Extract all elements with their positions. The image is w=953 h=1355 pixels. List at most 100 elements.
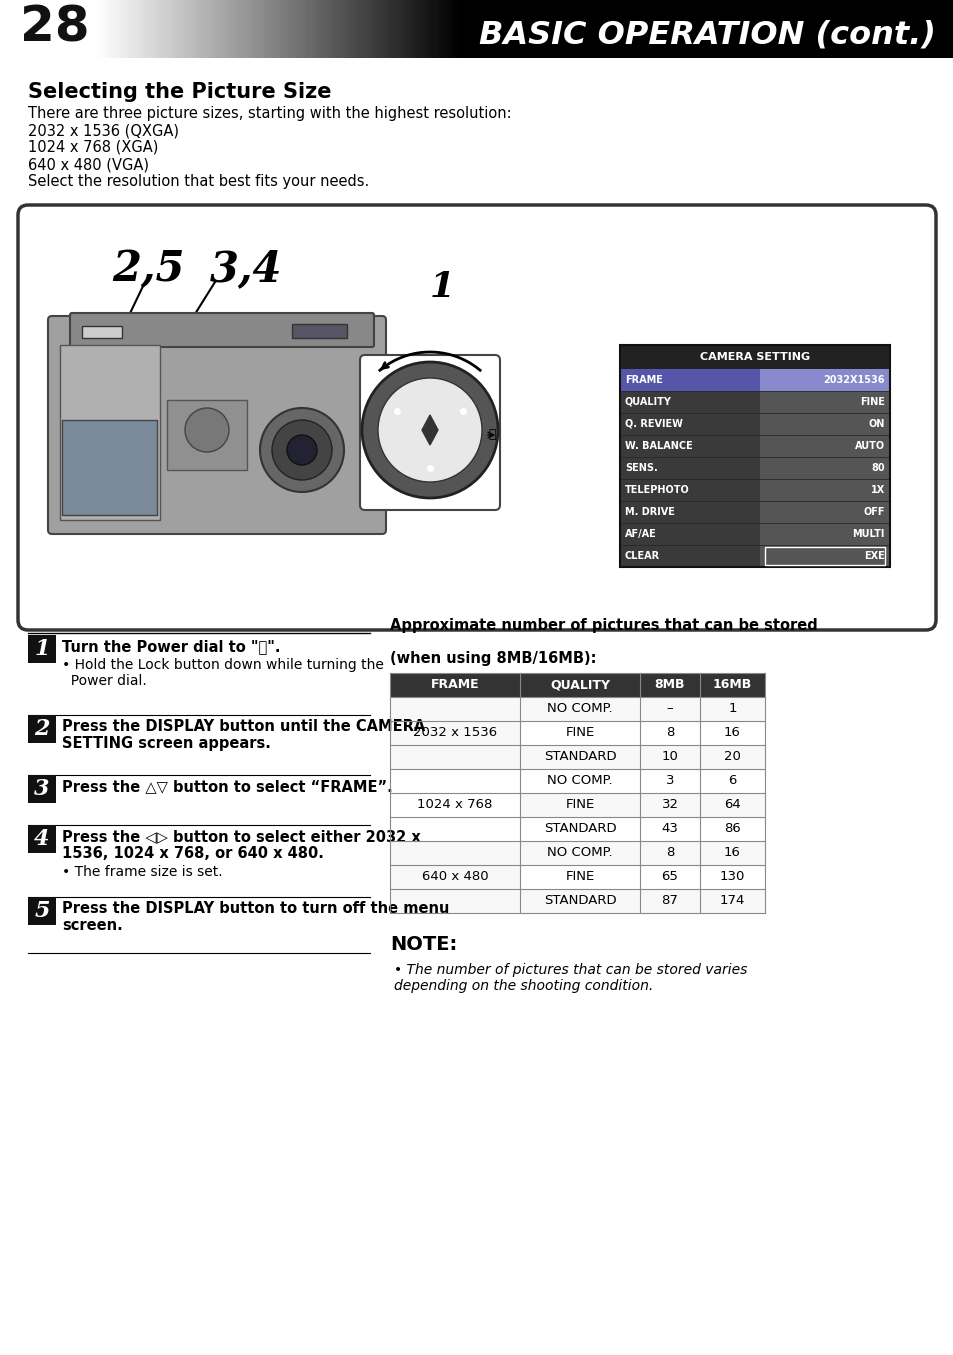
Text: NO COMP.: NO COMP.	[547, 775, 612, 787]
Bar	[801, 0, 803, 58]
Bar	[232, 0, 235, 58]
Bar	[924, 0, 927, 58]
Bar	[413, 0, 416, 58]
Bar	[476, 0, 479, 58]
Bar	[184, 0, 188, 58]
Bar	[829, 0, 832, 58]
Bar	[210, 0, 213, 58]
Text: • Hold the Lock button down while turning the
  Power dial.: • Hold the Lock button down while turnin…	[62, 659, 383, 688]
Bar	[331, 0, 334, 58]
Bar	[121, 0, 124, 58]
Bar	[372, 0, 375, 58]
Bar	[390, 673, 519, 696]
Bar	[902, 0, 905, 58]
Bar	[245, 0, 248, 58]
Bar	[365, 0, 369, 58]
Text: 1X: 1X	[870, 485, 884, 495]
Bar	[915, 0, 918, 58]
Bar	[677, 0, 679, 58]
Bar	[197, 0, 200, 58]
Bar	[384, 0, 388, 58]
Bar	[257, 0, 260, 58]
Bar	[893, 0, 896, 58]
Circle shape	[361, 362, 497, 499]
Bar	[639, 721, 700, 745]
Text: Press the ◁▷ button to select either 2032 x
1536, 1024 x 768, or 640 x 480.: Press the ◁▷ button to select either 203…	[62, 829, 420, 862]
Bar	[165, 0, 169, 58]
Bar	[293, 0, 295, 58]
Bar	[740, 0, 743, 58]
Bar	[531, 0, 534, 58]
Bar	[721, 0, 724, 58]
Bar	[403, 0, 407, 58]
Bar	[908, 0, 912, 58]
Text: 80: 80	[870, 463, 884, 473]
Bar	[686, 0, 689, 58]
Text: 2: 2	[34, 718, 50, 740]
Bar	[19, 0, 22, 58]
Bar	[448, 0, 451, 58]
Bar	[162, 0, 165, 58]
Bar	[519, 696, 639, 721]
Bar	[98, 0, 102, 58]
Bar	[83, 0, 86, 58]
Bar	[540, 0, 543, 58]
Bar	[581, 0, 584, 58]
FancyBboxPatch shape	[359, 355, 499, 509]
Bar	[700, 793, 764, 817]
Bar	[10, 0, 12, 58]
Bar	[705, 0, 708, 58]
Text: ON: ON	[868, 419, 884, 430]
Bar	[756, 0, 760, 58]
Bar	[565, 0, 569, 58]
Bar	[813, 0, 817, 58]
Bar	[60, 346, 160, 520]
Bar	[264, 0, 267, 58]
Bar	[16, 0, 19, 58]
Bar	[159, 0, 162, 58]
Bar	[753, 0, 756, 58]
Bar	[38, 0, 41, 58]
Bar	[519, 673, 639, 696]
Text: 5: 5	[34, 900, 50, 921]
Text: • The frame size is set.: • The frame size is set.	[62, 864, 222, 879]
Bar	[334, 0, 336, 58]
Bar	[496, 0, 498, 58]
Bar	[512, 0, 515, 58]
Bar	[667, 0, 670, 58]
Bar	[874, 0, 877, 58]
Text: 1024 x 768 (XGA): 1024 x 768 (XGA)	[28, 140, 158, 154]
Bar	[314, 0, 317, 58]
Bar	[31, 0, 35, 58]
Bar	[762, 0, 765, 58]
Bar	[760, 413, 889, 435]
Bar	[550, 0, 553, 58]
Bar	[51, 0, 54, 58]
Bar	[254, 0, 257, 58]
Bar	[588, 0, 591, 58]
Bar	[143, 0, 146, 58]
Bar	[700, 721, 764, 745]
Bar	[362, 0, 365, 58]
Bar	[172, 0, 174, 58]
Circle shape	[185, 408, 229, 453]
Bar	[460, 0, 464, 58]
Bar	[700, 745, 764, 770]
Bar	[619, 523, 760, 545]
Bar	[457, 0, 460, 58]
Bar	[622, 0, 626, 58]
Bar	[369, 0, 372, 58]
Bar	[950, 0, 953, 58]
Bar	[664, 0, 667, 58]
Bar	[519, 817, 639, 841]
Bar	[28, 635, 56, 663]
Bar	[251, 0, 254, 58]
Bar	[241, 0, 245, 58]
Bar	[639, 793, 700, 817]
Bar	[746, 0, 750, 58]
Bar	[124, 0, 127, 58]
Bar	[133, 0, 136, 58]
Text: Select the resolution that best fits your needs.: Select the resolution that best fits you…	[28, 173, 369, 188]
Bar	[508, 0, 512, 58]
Text: 3: 3	[34, 778, 50, 799]
